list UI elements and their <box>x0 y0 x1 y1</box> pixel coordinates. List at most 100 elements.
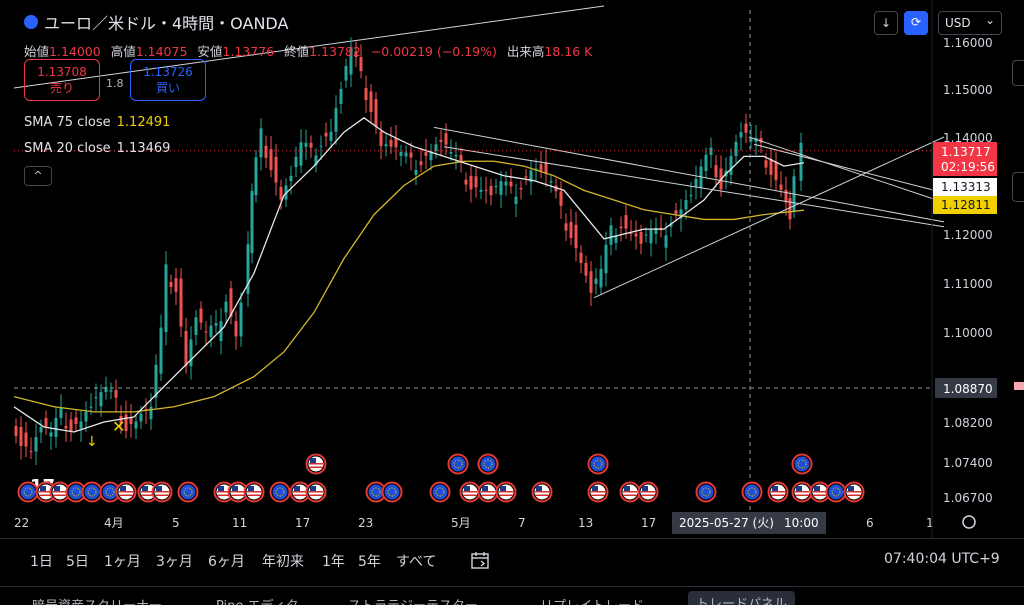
last-price-label: 1.13717 <box>941 145 991 159</box>
trendline-3 <box>748 136 945 203</box>
eu-flag-icon <box>794 456 810 472</box>
us-stripe <box>247 491 261 493</box>
candle-body <box>394 137 398 148</box>
tab-trade-panel[interactable]: トレードパネル <box>688 591 796 605</box>
us-canton <box>248 486 254 491</box>
x-tick-label: 23 <box>358 516 373 530</box>
eu-flag-icon <box>384 484 400 500</box>
us-stripe <box>141 494 155 496</box>
candle-body <box>54 417 58 437</box>
candle-body <box>404 152 408 157</box>
candle-body <box>474 176 478 188</box>
calendar-range-icon[interactable] <box>470 551 490 571</box>
eu-flag-icon <box>368 484 384 500</box>
crosshair-time-label: 10:00 <box>784 516 819 530</box>
currency-select[interactable]: USD ⌄ <box>938 11 1002 35</box>
currency-value: USD <box>945 16 971 30</box>
y-tick-label: 1.14000 <box>943 131 993 145</box>
symbol-title[interactable]: ユーロ／米ドル・4時間・OANDA <box>24 10 288 34</box>
candle-body <box>664 235 668 248</box>
candle-body <box>704 154 708 171</box>
candle-body <box>749 137 753 142</box>
us-stripe <box>53 491 67 493</box>
settings-gear-icon[interactable] <box>962 515 976 529</box>
sync-button[interactable]: ⟳ <box>904 11 928 35</box>
sell-button[interactable]: 1.13708 売り <box>24 59 100 101</box>
open-label: 始値 <box>24 44 50 59</box>
low-value: 1.13776 <box>222 44 275 59</box>
candle-body <box>739 132 743 138</box>
candle-body <box>324 132 328 137</box>
open-value: 1.14000 <box>49 44 101 59</box>
candle-body <box>154 364 158 398</box>
candle-body <box>569 221 573 238</box>
alert-marker <box>1014 382 1024 390</box>
range-1m[interactable]: 1ヶ月 <box>104 554 141 570</box>
candle-body <box>454 154 458 157</box>
candle-body <box>234 321 238 337</box>
collapse-legend-button[interactable]: ^ <box>24 166 52 186</box>
range-3m[interactable]: 3ヶ月 <box>156 554 193 570</box>
chevron-up-icon: ^ <box>33 169 43 182</box>
us-stripe <box>231 491 245 493</box>
sidebar-tab-top[interactable] <box>1012 60 1024 86</box>
us-stripe <box>771 491 785 493</box>
candle-body <box>34 437 38 452</box>
candle-body <box>669 223 673 227</box>
candle-body <box>519 187 523 190</box>
candle-body <box>39 427 43 433</box>
download-button[interactable]: ↓ <box>874 11 898 35</box>
tab-replay-trade[interactable]: リプレイトレード <box>540 595 644 605</box>
candle-body <box>764 160 768 168</box>
range-all[interactable]: すべて <box>396 554 437 570</box>
candle-body <box>289 175 293 182</box>
eu-flag-icon <box>480 456 496 472</box>
x-tick-label: 4月 <box>104 516 124 530</box>
us-stripe <box>481 491 495 493</box>
candle-body <box>94 397 98 399</box>
candle-body <box>314 155 318 166</box>
candle-body <box>274 156 278 183</box>
candle-body <box>84 411 88 422</box>
signal-cross-icon: ✕ <box>112 417 125 436</box>
range-6m[interactable]: 6ヶ月 <box>208 554 245 570</box>
candle-body <box>329 131 333 141</box>
bottom-tabs: 暗号資産スクリーナー Pine エディタ ストラテジーテスター リプレイトレード… <box>0 586 1024 605</box>
eu-stars <box>747 487 757 497</box>
eu-flag-icon <box>102 484 118 500</box>
range-1y[interactable]: 1年 <box>322 554 345 570</box>
candle-body <box>769 158 773 175</box>
x-tick-label: 11 <box>232 516 247 530</box>
crosshair-y-label: 1.08870 <box>943 382 993 396</box>
clock[interactable]: 07:40:04 UTC+9 <box>884 551 1000 567</box>
sidebar-tab-middle[interactable] <box>1012 172 1024 202</box>
range-5d[interactable]: 5日 <box>66 554 89 570</box>
x-tick-label: 5 <box>172 516 180 530</box>
us-stripe <box>481 494 495 496</box>
candle-body <box>219 321 223 341</box>
candle-body <box>734 141 738 156</box>
range-5y[interactable]: 5年 <box>358 554 381 570</box>
us-stripe <box>39 491 53 493</box>
range-ytd[interactable]: 年初来 <box>262 554 304 570</box>
us-stripe <box>813 491 827 493</box>
x-tick-label: 13 <box>578 516 593 530</box>
sma75-legend[interactable]: SMA 75 close 1.12491 <box>24 115 170 130</box>
range-1d[interactable]: 1日 <box>30 554 53 570</box>
tab-screener[interactable]: 暗号資産スクリーナー <box>32 595 162 605</box>
tab-pine-editor[interactable]: Pine エディタ <box>216 595 299 605</box>
candle-body <box>239 302 243 337</box>
candle-body <box>184 331 188 367</box>
us-canton <box>54 486 60 491</box>
eu-flag-icon <box>432 484 448 500</box>
us-stripe <box>119 494 133 496</box>
buy-button[interactable]: 1.13726 買い <box>130 59 206 101</box>
bottom-toolbar: 1日 5日 1ヶ月 3ヶ月 6ヶ月 年初来 1年 5年 すべて 07:40:04… <box>0 538 1024 583</box>
candle-body <box>714 165 718 178</box>
candle-body <box>299 142 303 166</box>
tab-strategy-tester[interactable]: ストラテジーテスター <box>348 595 478 605</box>
x-tick-label: 1 <box>926 516 934 530</box>
candle-body <box>64 426 68 429</box>
sma20-legend[interactable]: SMA 20 close 1.13469 <box>24 141 170 156</box>
